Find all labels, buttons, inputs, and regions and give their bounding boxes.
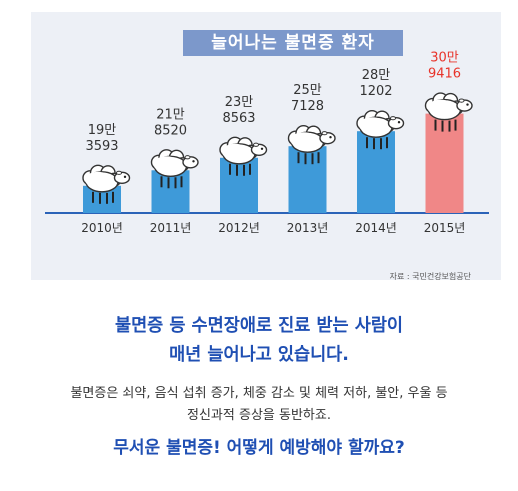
- value-label-1: 8520: [154, 123, 187, 138]
- value-label-5: 30만: [430, 51, 459, 66]
- bar-5: [425, 113, 464, 213]
- sheep-icon: [356, 109, 405, 150]
- bar-1: [151, 170, 190, 213]
- chart-title: 늘어나는 불면증 환자: [183, 30, 403, 56]
- x-tick-label: 2010년: [81, 221, 123, 235]
- bar-3: [288, 146, 327, 213]
- bar-4: [357, 131, 395, 213]
- sheep-icon: [424, 92, 473, 132]
- x-tick-label: 2012년: [218, 221, 260, 235]
- sheep-icon: [150, 149, 199, 189]
- headline-line-2: 매년 늘어나고 있습니다.: [169, 345, 349, 365]
- bar-2: [220, 157, 258, 213]
- value-label-5: 9416: [428, 67, 461, 82]
- value-label-2: 8563: [222, 111, 255, 126]
- x-tick-label: 2011년: [150, 221, 192, 235]
- body-text-line-2: 정신과적 증상을 동반하죠.: [187, 408, 331, 423]
- value-label-4: 28만: [362, 68, 391, 83]
- value-label-4: 1202: [359, 84, 392, 99]
- value-label-3: 7128: [291, 99, 324, 114]
- source-note: 자료 : 국민건강보험공단: [389, 272, 471, 281]
- value-label-0: 3593: [85, 139, 118, 154]
- x-tick-label: 2013년: [287, 221, 329, 235]
- value-label-0: 19만: [88, 123, 117, 138]
- value-label-1: 21만: [156, 107, 185, 122]
- prevention-question: 무서운 불면증! 어떻게 예방해야 할까요?: [113, 438, 405, 458]
- headline-line-1: 불면증 등 수면장애로 진료 받는 사람이: [114, 316, 404, 336]
- chart-panel: 19만 3593 2010년 21만 8520 2011년 23만 8563 2012년 25만 7…: [31, 12, 501, 281]
- sheep-icon: [82, 164, 131, 204]
- x-tick-label: 2015년: [424, 221, 466, 235]
- value-label-2: 23만: [225, 95, 254, 110]
- x-tick-label: 2014년: [355, 221, 397, 235]
- body-text-line-1: 불면증은 쇠약, 음식 섭취 증가, 체중 감소 및 체력 저하, 불안, 우울…: [70, 386, 448, 401]
- sheep-icon: [219, 136, 268, 176]
- value-label-3: 25만: [293, 83, 322, 98]
- sheep-icon: [287, 125, 336, 165]
